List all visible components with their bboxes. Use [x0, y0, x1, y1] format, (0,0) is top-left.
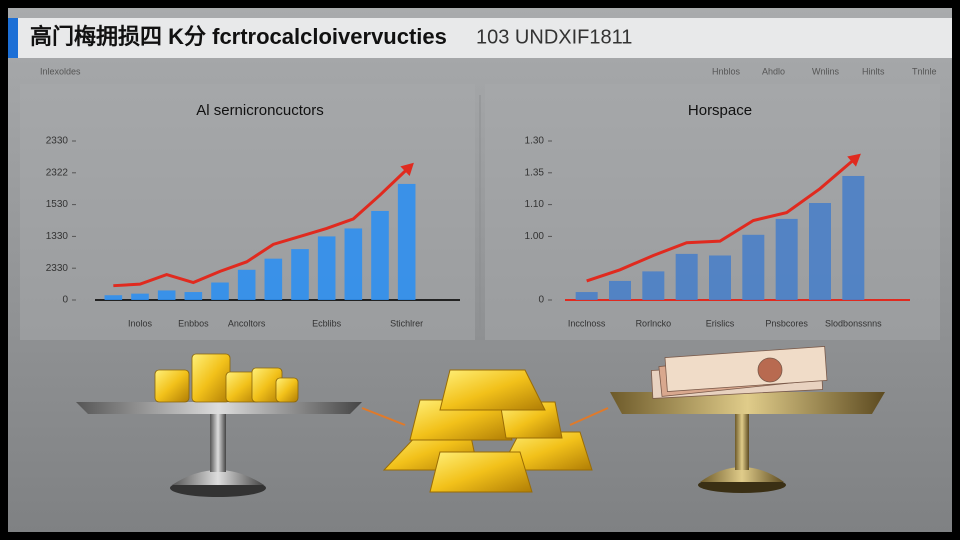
bar	[344, 228, 363, 300]
y-tick-label: 1.10	[525, 199, 545, 210]
y-tick-label: 2330	[46, 136, 69, 147]
left-scale	[76, 353, 362, 497]
tab: Hnblos	[712, 66, 741, 76]
y-tick-label: 0	[538, 295, 544, 306]
tab: Hinlts	[862, 66, 885, 76]
right-scale	[610, 346, 885, 493]
panel	[485, 84, 940, 340]
arrow-head	[847, 153, 861, 167]
bar	[575, 292, 598, 300]
charts: Al sernicroncuctors 0 2330 1330 1530 2322 2330…	[46, 102, 910, 328]
x-tick-label: Ancoltors	[228, 318, 266, 328]
header-code: 103 UNDXIF1811	[476, 26, 632, 48]
header-title: 高门梅拥损四 K分 fcrtrocalcloivervucties	[30, 24, 447, 49]
tab: Ahdlo	[762, 66, 785, 76]
y-tick-label: 2330	[46, 263, 69, 274]
tabs: Hnblos Ahdlo Wnlins Hinlts Tnlnle	[712, 66, 937, 76]
bar	[775, 218, 798, 300]
bar	[131, 293, 149, 300]
arrow	[361, 407, 406, 426]
y-tick-label: 2322	[46, 167, 69, 178]
arrow-head	[400, 162, 414, 177]
bar	[157, 290, 176, 300]
x-tick-label: Inolos	[128, 318, 153, 328]
x-tick-label: Erislics	[706, 318, 735, 328]
trend-line	[113, 168, 408, 288]
gold-bars	[382, 369, 593, 493]
bar	[237, 269, 256, 300]
y-tick-label: 0	[62, 295, 68, 306]
tab: Tnlnle	[912, 66, 937, 76]
x-tick-label: Ecblibs	[312, 318, 342, 328]
chart-title: Horspace	[688, 102, 752, 119]
y-tick-label: 1.30	[525, 136, 545, 147]
y-tick-label: 1.00	[525, 231, 545, 242]
x-tick-label: Enbbos	[178, 318, 209, 328]
subtitle: Inlexoldes	[40, 66, 81, 76]
tab: Wnlins	[812, 66, 840, 76]
y-tick-label: 1.35	[525, 167, 545, 178]
bar	[264, 258, 283, 300]
x-tick-label: Stichlrer	[390, 318, 423, 328]
bar	[609, 280, 631, 300]
bar	[211, 282, 229, 300]
bar	[709, 255, 731, 300]
bar	[742, 234, 765, 300]
bar	[397, 183, 416, 300]
x-tick-label: Slodbonssnns	[825, 318, 882, 328]
bar	[291, 249, 309, 300]
chart-title: Al sernicroncuctors	[196, 102, 324, 119]
bar	[809, 203, 831, 300]
header-accent	[8, 18, 18, 58]
bar	[675, 253, 698, 300]
bar	[317, 236, 336, 300]
bar	[842, 175, 865, 300]
x-tick-label: Incclnoss	[568, 318, 606, 328]
y-tick-label: 1330	[46, 231, 69, 242]
x-tick-label: Rorlncko	[636, 318, 672, 328]
y-tick-label: 1530	[46, 199, 69, 210]
bar	[184, 292, 203, 300]
x-tick-label: Pnsbcores	[765, 318, 808, 328]
bar	[642, 271, 665, 300]
header-bar	[8, 18, 952, 58]
trend-line	[586, 158, 855, 283]
bar	[104, 295, 123, 300]
arrow	[569, 407, 609, 426]
bar	[371, 210, 389, 300]
